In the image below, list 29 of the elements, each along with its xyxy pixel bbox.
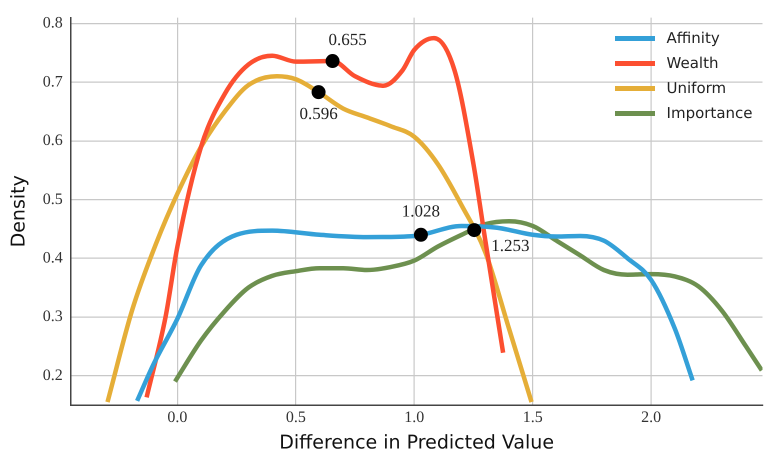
line-series — [172, 219, 762, 384]
point — [467, 223, 482, 238]
y-tick-label: 0.4 — [42, 249, 63, 266]
x-tick-label: 0.0 — [167, 408, 188, 426]
legend-label: Uniform — [666, 79, 726, 98]
x-tick-label: 0.5 — [286, 408, 306, 426]
x-tick-label: 1.5 — [522, 408, 543, 426]
annotation: 0.596 — [299, 104, 338, 124]
x-axis-title: Difference in Predicted Value — [279, 432, 554, 454]
x-tick-label: 1.0 — [404, 408, 424, 426]
point — [312, 85, 326, 100]
y-axis-title: Density — [7, 175, 30, 248]
legend-label: Affinity — [666, 29, 720, 48]
y-tick-label: 0.5 — [42, 190, 63, 208]
annotation: 0.655 — [328, 30, 367, 50]
line-series — [105, 74, 534, 404]
annotation: 1.028 — [402, 202, 440, 221]
y-tick-label: 0.2 — [42, 366, 63, 384]
line-series — [134, 224, 695, 404]
x-tick-label: 2.0 — [641, 408, 662, 426]
y-tick-label: 0.3 — [42, 308, 63, 326]
point — [414, 228, 428, 242]
point — [326, 54, 340, 68]
legend-label: Importance — [666, 104, 752, 122]
legend-label: Wealth — [666, 54, 718, 72]
y-tick-label: 0.6 — [42, 132, 63, 150]
y-tick-label: 0.7 — [42, 73, 63, 90]
y-tick-label: 0.8 — [42, 14, 63, 32]
annotation: 1.253 — [491, 236, 530, 256]
